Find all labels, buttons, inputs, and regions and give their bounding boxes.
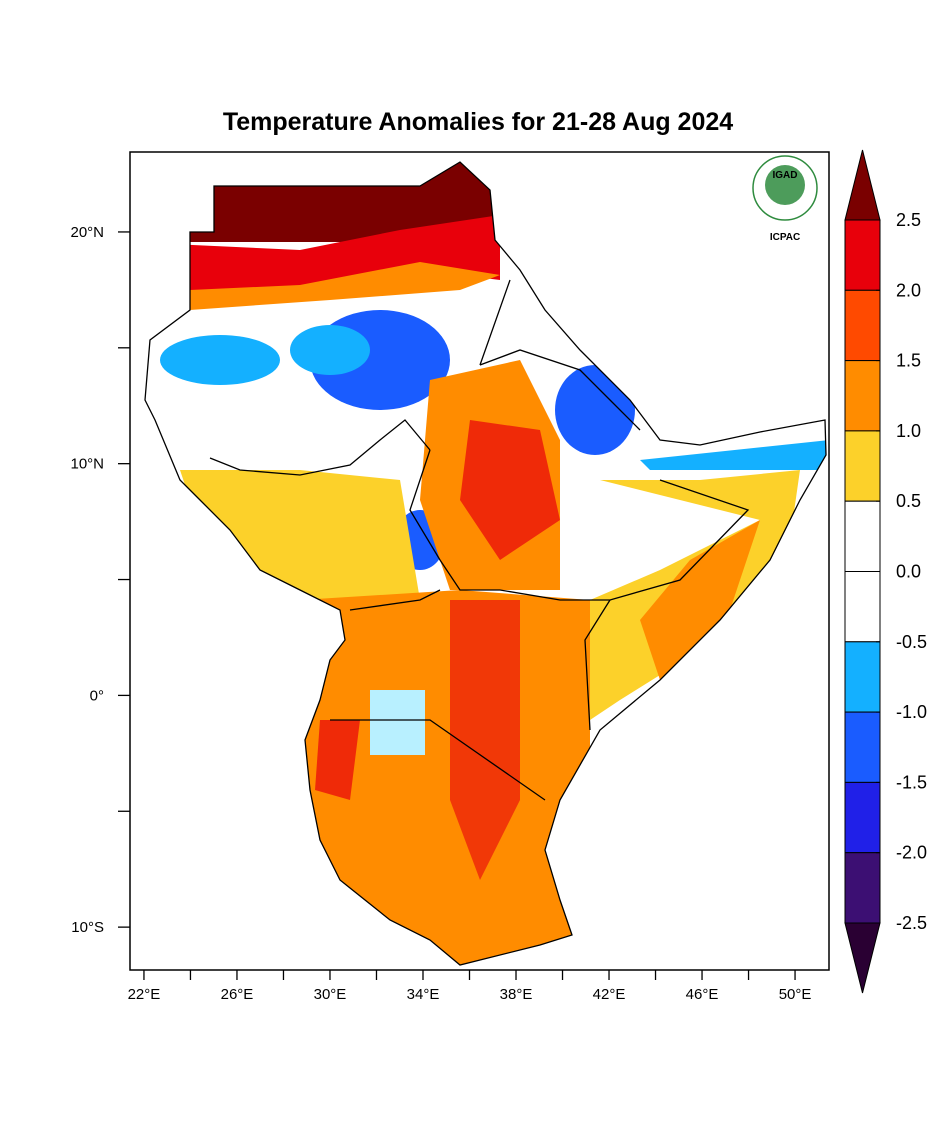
colorbar-bin xyxy=(844,430,881,502)
x-tick-label: 34°E xyxy=(407,986,440,1003)
colorbar-label: -0.5 xyxy=(896,632,927,652)
x-tick-label: 30°E xyxy=(314,986,347,1003)
x-tick-label: 22°E xyxy=(128,986,161,1003)
y-tick-label: 0° xyxy=(90,687,104,704)
colorbar-label: 2.0 xyxy=(896,280,921,300)
y-tick-label: 10°N xyxy=(70,456,104,473)
colorbar-bin xyxy=(844,289,881,362)
colorbar-bin xyxy=(844,852,881,924)
logo-org: ICPAC xyxy=(770,232,800,243)
y-tick-label: 20°N xyxy=(70,224,104,241)
map-title: Temperature Anomalies for 21-28 Aug 2024 xyxy=(223,108,733,136)
colorbar-label: 1.0 xyxy=(896,421,921,441)
colorbar-bin xyxy=(844,500,881,573)
x-tick-label: 38°E xyxy=(500,986,533,1003)
colorbar-bin xyxy=(844,711,881,783)
colorbar-bin xyxy=(844,571,881,643)
colorbar-bin xyxy=(844,219,881,291)
logo-name: IGAD xyxy=(773,170,798,181)
x-tick-label: 50°E xyxy=(779,986,812,1003)
colorbar-label: -2.5 xyxy=(896,913,927,933)
y-tick-label: 10°S xyxy=(71,919,104,936)
colorbar-label: 2.5 xyxy=(896,210,921,230)
x-tick-label: 42°E xyxy=(593,986,626,1003)
axes: 22°E 26°E 30°E 34°E 38°E 42°E 46°E 50°E 10°S 0° 10… xyxy=(70,224,811,1003)
colorbar-bin xyxy=(844,641,881,713)
colorbar-top-arrow xyxy=(844,149,881,221)
colorbar-label: 0.5 xyxy=(896,491,921,511)
borders xyxy=(144,161,827,966)
colorbar-label: 1.5 xyxy=(896,351,921,371)
colorbar-bin xyxy=(844,360,881,432)
x-tick-label: 26°E xyxy=(221,986,254,1003)
logo: IGAD ICPAC xyxy=(752,155,818,243)
colorbar-label: -1.5 xyxy=(896,772,927,792)
colorbar-label: -1.0 xyxy=(896,702,927,722)
colorbar: 2.5 2.0 1.5 1.0 0.5 0.0 -0.5 -1.0 -1.5 -2.0 -2.5 xyxy=(844,149,927,994)
colorbar-label: 0.0 xyxy=(896,562,921,582)
colorbar-label: -2.0 xyxy=(896,843,927,863)
x-tick-label: 46°E xyxy=(686,986,719,1003)
colorbar-bin xyxy=(844,781,881,854)
colorbar-bottom-arrow xyxy=(844,922,881,994)
